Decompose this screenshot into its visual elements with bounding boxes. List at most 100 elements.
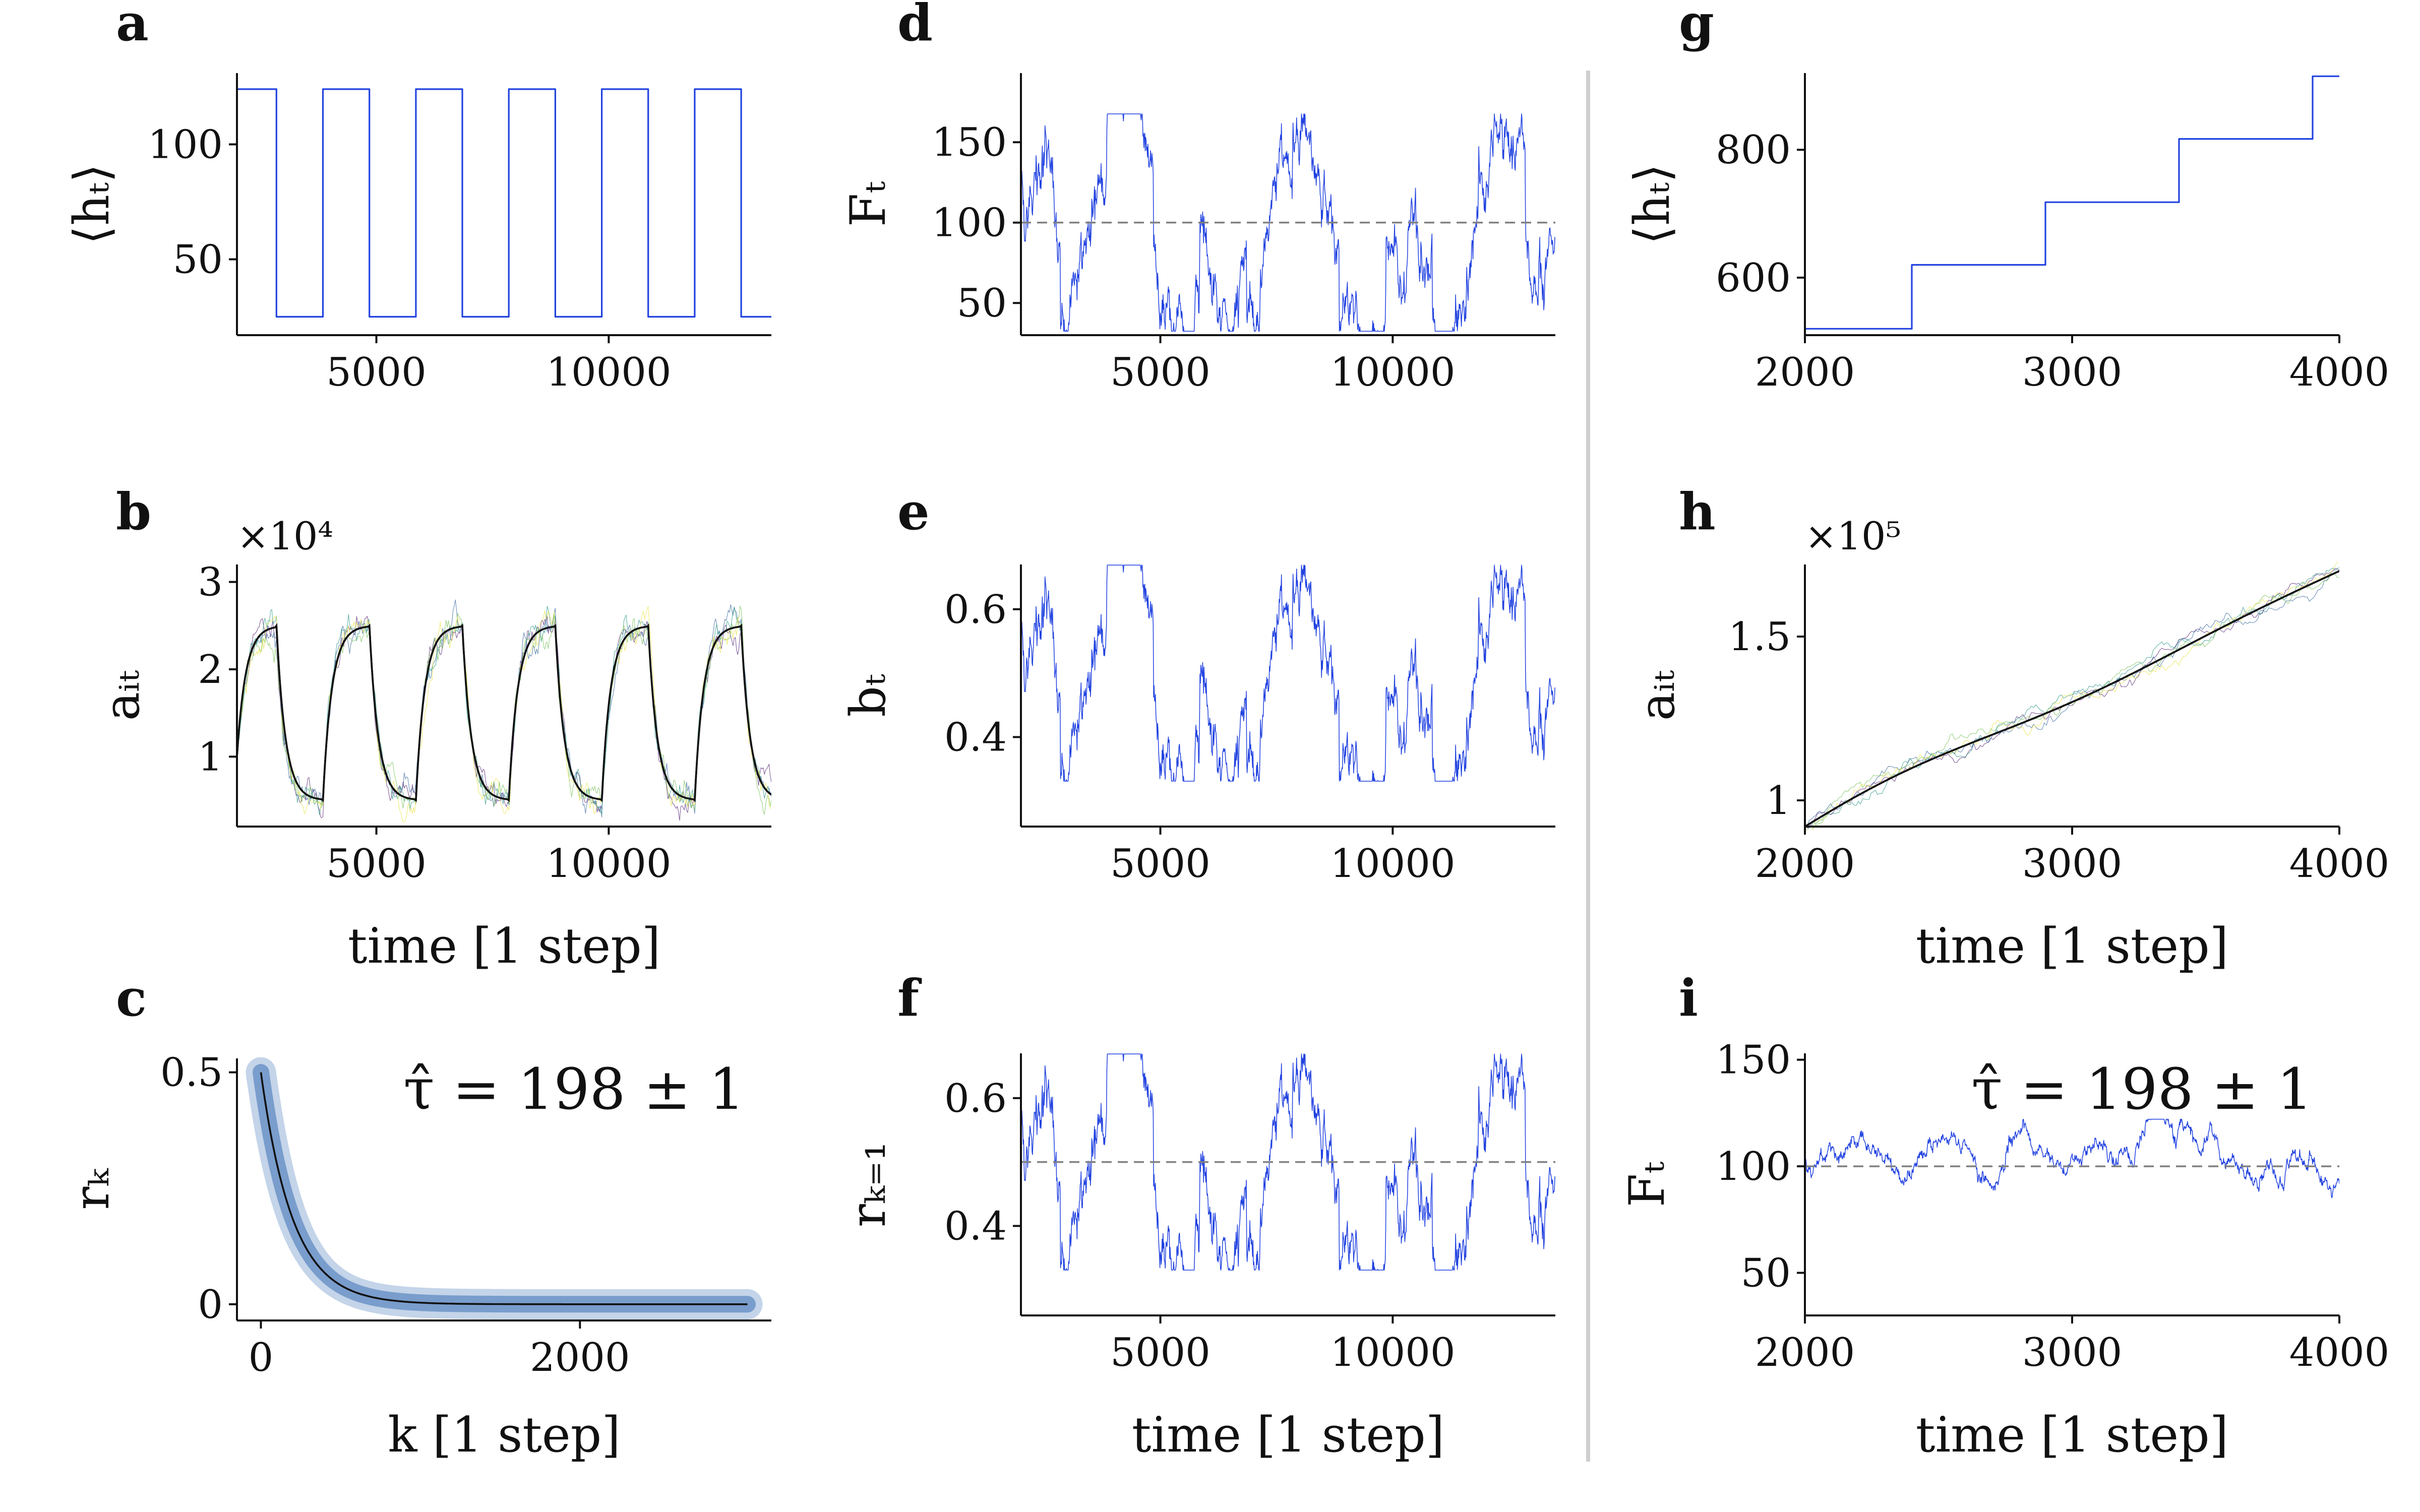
panel-d-series-0 [1021,113,1555,332]
panel-e-ylabel: bₜ [840,674,896,717]
panel-b: 5000 10000 1 2 3 [198,560,771,887]
panel-f: 5000 10000 0.4 0.6 [944,1053,1555,1375]
panel-a-y-tick-label: 50 [173,237,223,282]
panel-b-y-tick-label: 1 [198,734,223,780]
panel-g-y-tick-label: 800 [1716,128,1791,173]
panel-letter-e: e [897,482,930,541]
panel-c-x-tick-label: 0 [249,1335,274,1380]
panel-i-annotation: τ̂ = 198 ± 1 [1971,1057,2313,1122]
panel-c-plot-area [246,1057,763,1319]
panel-i-x-tick-label: 4000 [2289,1330,2390,1375]
panel-e-series-0 [1021,564,1555,782]
panel-d-x-tick-label: 5000 [1110,350,1211,395]
panel-d-ylabel: Fₜ [840,181,896,227]
panel-d-plot-area [1021,113,1555,332]
panel-h-xlabel: time [1 step] [1916,918,2228,974]
panel-d-x-tick-label: 10000 [1330,350,1455,395]
panel-i-x-tick-label: 3000 [2022,1330,2123,1375]
panel-h-plot-area [1805,561,2339,830]
panel-e-y-tick-label: 0.6 [944,587,1007,633]
panel-g-y-tick-label: 600 [1716,256,1791,301]
panel-c-xlabel: k [1 step] [388,1407,620,1463]
panel-h-x-tick-label: 4000 [2289,841,2390,887]
panel-h-series-1 [1805,568,2339,828]
panel-b-y-tick-label: 3 [198,560,223,605]
panel-a-plot-area [237,88,771,318]
panel-h-series-2 [1805,570,2339,828]
panel-g-x-tick-label: 3000 [2022,350,2123,395]
panel-letter-i: i [1679,968,1698,1028]
panel-i-ylabel: Fₜ [1619,1162,1675,1208]
panel-b-xlabel: time [1 step] [348,918,660,974]
panel-b-series-1 [237,615,771,821]
panel-c: 0 2000 0 0.5 [160,1050,771,1380]
panel-b-y-tick-label: 2 [198,647,223,692]
panel-g-plot-area [1805,75,2339,330]
panel-letter-g: g [1679,0,1714,52]
panel-letter-b: b [116,482,151,541]
panel-h-y-tick-label: 1.5 [1728,614,1791,660]
panel-c-series-1 [260,1072,748,1305]
panel-h-series-4 [1812,573,2339,830]
panel-i-xlabel: time [1 step] [1916,1407,2228,1463]
panel-f-plot-area [1021,1053,1555,1271]
panel-b-x-tick-label: 10000 [546,841,671,887]
panel-d-y-tick-label: 50 [957,281,1007,326]
panel-h-x-tick-label: 2000 [1755,841,1855,887]
panel-c-ylabel: rₖ [64,1168,120,1210]
panel-letter-f: f [897,968,922,1028]
panel-i-series-0 [1805,1118,2339,1199]
panel-c-y-tick-label: 0.5 [160,1050,223,1096]
panel-e-x-tick-label: 10000 [1330,841,1455,887]
panel-h: 2000 3000 4000 1 1.5 [1728,561,2390,887]
panel-e-plot-area [1021,564,1555,782]
panel-i-x-tick-label: 2000 [1755,1330,1855,1375]
panel-b-series-4 [237,606,771,815]
panel-e-y-tick-label: 0.4 [944,715,1007,760]
panel-letter-d: d [897,0,933,52]
panel-g-ylabel: ⟨hₜ⟩ [1624,164,1680,244]
panel-f-y-tick-label: 0.6 [944,1076,1007,1121]
panel-b-x-tick-label: 5000 [326,841,427,887]
panel-a: 5000 10000 50 100 [148,73,771,395]
panel-g-series-0 [1805,75,2339,330]
panel-letter-c: c [116,968,147,1028]
panel-b-plot-area [237,599,771,823]
panel-f-xlabel: time [1 step] [1132,1407,1444,1463]
panel-d: 5000 10000 50 100 150 [932,73,1555,395]
panel-g-x-tick-label: 4000 [2289,350,2390,395]
panel-h-series-5 [1805,561,2338,830]
panel-b-mean-line [237,622,771,802]
panel-f-series-0 [1021,1053,1555,1271]
panel-i: 2000 3000 4000 50 100 150 [1716,1038,2389,1375]
panel-g: 2000 3000 4000 600 800 [1716,73,2389,395]
panel-letter-h: h [1679,482,1716,541]
panel-f-x-tick-label: 10000 [1330,1330,1455,1375]
panel-e-x-tick-label: 5000 [1110,841,1211,887]
panel-h-x-tick-label: 3000 [2022,841,2123,887]
panel-i-plot-area [1805,1118,2339,1199]
panel-h-y-tick-label: 1 [1766,778,1791,824]
panel-a-y-tick-label: 100 [148,122,223,167]
panel-c-x-tick-label: 2000 [530,1335,630,1380]
panel-f-ylabel: rₖ₌₁ [840,1142,896,1227]
panel-g-x-tick-label: 2000 [1755,350,1855,395]
panel-h-mean-line [1805,570,2339,828]
panel-b-series-2 [237,599,771,817]
panel-h-series-3 [1805,567,2339,830]
panel-f-y-tick-label: 0.4 [944,1204,1007,1249]
panel-b-series-0 [237,624,771,801]
panel-c-annotation: τ̂ = 198 ± 1 [403,1057,745,1122]
panel-d-y-tick-label: 150 [932,120,1007,165]
panel-a-ylabel: ⟨hₜ⟩ [64,164,120,244]
panel-letter-a: a [116,0,149,52]
panel-h-ylabel: aᵢₜ [1629,670,1685,721]
panel-e: 5000 10000 0.4 0.6 [944,564,1555,887]
panel-i-y-tick-label: 100 [1716,1144,1791,1189]
panel-b-scale-label: ×10⁴ [237,514,333,558]
panel-a-x-tick-label: 10000 [546,350,671,395]
panel-c-y-tick-label: 0 [198,1282,223,1328]
panel-i-y-tick-label: 150 [1716,1038,1791,1083]
panel-a-series-0 [237,88,771,318]
